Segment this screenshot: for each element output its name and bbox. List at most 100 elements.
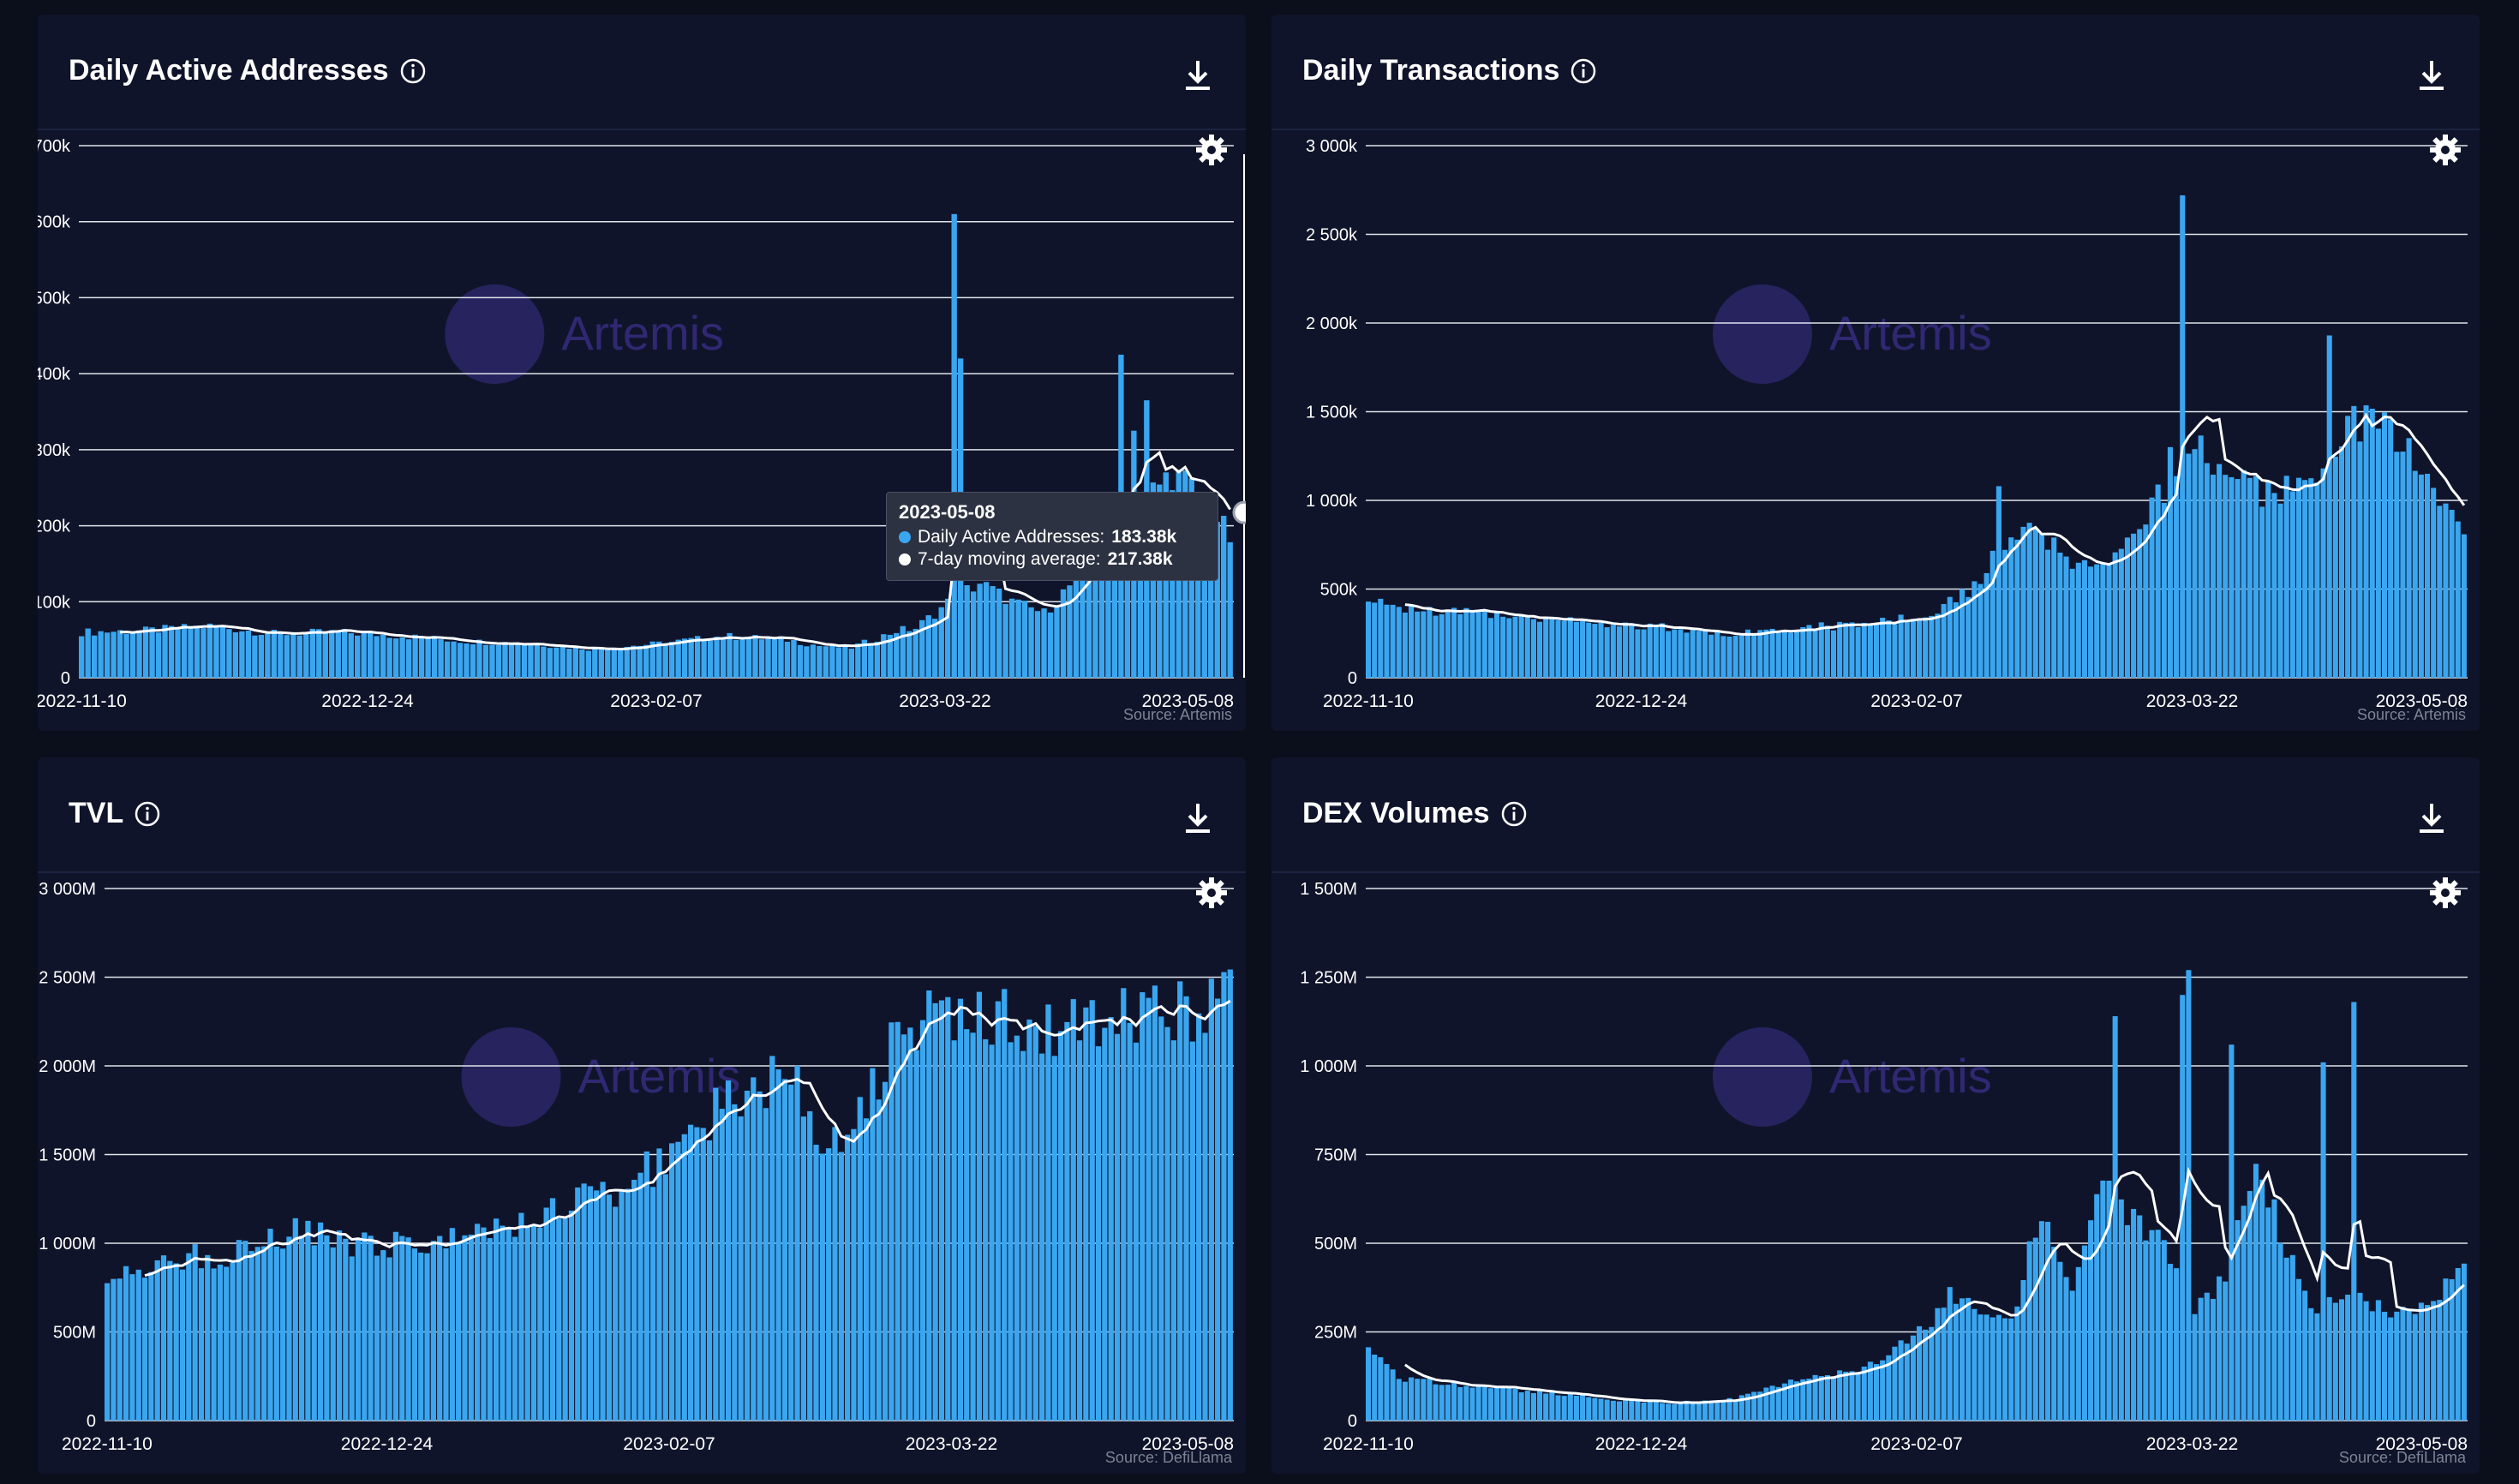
bar[interactable] xyxy=(205,1254,211,1421)
bar[interactable] xyxy=(2357,1292,2363,1421)
bar[interactable] xyxy=(2283,476,2289,678)
bar[interactable] xyxy=(1904,1343,1910,1421)
bar[interactable] xyxy=(1806,1379,1812,1421)
bar[interactable] xyxy=(1421,611,1427,679)
bar[interactable] xyxy=(2345,416,2351,678)
bar[interactable] xyxy=(1616,1401,1622,1421)
bar[interactable] xyxy=(587,1186,594,1421)
bar[interactable] xyxy=(1481,1386,1487,1421)
bar[interactable] xyxy=(1439,1385,1445,1421)
bar[interactable] xyxy=(618,649,624,678)
bar[interactable] xyxy=(1873,1364,1880,1421)
bar[interactable] xyxy=(1738,1395,1744,1421)
bar[interactable] xyxy=(1124,512,1131,678)
bar[interactable] xyxy=(2418,1302,2424,1421)
bar[interactable] xyxy=(342,629,348,678)
bar[interactable] xyxy=(258,635,265,678)
bar[interactable] xyxy=(964,585,970,678)
bar[interactable] xyxy=(392,638,399,678)
bar[interactable] xyxy=(1867,624,1873,678)
bar[interactable] xyxy=(1433,615,1439,678)
bar[interactable] xyxy=(1580,620,1586,678)
bar[interactable] xyxy=(1855,1372,1861,1421)
bar[interactable] xyxy=(418,637,425,678)
bar[interactable] xyxy=(1137,504,1144,678)
bar[interactable] xyxy=(2167,446,2173,678)
bar[interactable] xyxy=(1672,629,1678,678)
bar[interactable] xyxy=(1880,1360,1886,1421)
bar[interactable] xyxy=(895,1021,900,1421)
bar[interactable] xyxy=(1549,619,1555,678)
bar[interactable] xyxy=(951,213,957,679)
bar[interactable] xyxy=(1439,613,1445,678)
bar[interactable] xyxy=(2014,539,2020,678)
bar[interactable] xyxy=(1960,589,1966,678)
bar[interactable] xyxy=(656,641,662,678)
bar[interactable] xyxy=(1892,624,1898,678)
bar[interactable] xyxy=(887,634,893,678)
bar[interactable] xyxy=(541,646,547,678)
bar[interactable] xyxy=(2051,537,2057,678)
bar[interactable] xyxy=(970,591,977,678)
bar[interactable] xyxy=(361,631,367,678)
gear-icon[interactable] xyxy=(2428,876,2462,910)
bar[interactable] xyxy=(592,647,598,678)
bar[interactable] xyxy=(945,598,951,678)
bar[interactable] xyxy=(1837,1370,1843,1421)
bar[interactable] xyxy=(495,644,502,678)
bar[interactable] xyxy=(2217,464,2223,678)
bar[interactable] xyxy=(2332,1302,2338,1421)
bar[interactable] xyxy=(98,631,104,678)
bar[interactable] xyxy=(290,633,296,678)
bar[interactable] xyxy=(2338,1299,2345,1421)
bar[interactable] xyxy=(2051,1247,2057,1421)
bar[interactable] xyxy=(1378,598,1384,678)
bar[interactable] xyxy=(701,640,707,678)
bar[interactable] xyxy=(1690,1401,1696,1421)
bar[interactable] xyxy=(662,1174,668,1421)
bar[interactable] xyxy=(1586,622,1592,678)
bar[interactable] xyxy=(2241,1206,2247,1421)
bar[interactable] xyxy=(1873,625,1880,678)
bar[interactable] xyxy=(1653,1402,1659,1421)
bar[interactable] xyxy=(1953,601,1959,678)
bar[interactable] xyxy=(2375,428,2381,678)
bar[interactable] xyxy=(2277,503,2283,678)
bar[interactable] xyxy=(1555,619,1561,678)
bar[interactable] xyxy=(1757,1391,1763,1421)
bar[interactable] xyxy=(579,649,585,678)
bar[interactable] xyxy=(2038,1221,2044,1421)
bar[interactable] xyxy=(2308,478,2314,678)
bar[interactable] xyxy=(117,1278,123,1421)
bar[interactable] xyxy=(2259,1179,2265,1421)
bar[interactable] xyxy=(625,1188,631,1421)
bar[interactable] xyxy=(1781,630,1787,678)
bar[interactable] xyxy=(1396,1379,1402,1421)
bar[interactable] xyxy=(1666,631,1672,678)
bar[interactable] xyxy=(1402,612,1408,678)
bar[interactable] xyxy=(1057,1031,1064,1421)
bar[interactable] xyxy=(521,644,528,678)
bar[interactable] xyxy=(2357,441,2363,678)
bar[interactable] xyxy=(1518,1391,1524,1421)
bar[interactable] xyxy=(1537,1389,1543,1421)
bar[interactable] xyxy=(2192,449,2198,678)
bar[interactable] xyxy=(303,631,309,678)
gear-icon[interactable] xyxy=(1194,876,1229,910)
bar[interactable] xyxy=(1978,583,1983,678)
bar[interactable] xyxy=(2424,473,2431,678)
bar[interactable] xyxy=(2338,446,2345,678)
bar[interactable] xyxy=(380,634,386,678)
bar[interactable] xyxy=(173,1263,179,1421)
bar[interactable] xyxy=(2461,534,2467,678)
bar[interactable] xyxy=(1849,622,1855,678)
bar[interactable] xyxy=(1070,999,1076,1421)
bar[interactable] xyxy=(1421,1379,1427,1421)
bar[interactable] xyxy=(562,1218,568,1421)
bar[interactable] xyxy=(456,1242,462,1421)
bar[interactable] xyxy=(329,630,335,678)
bar[interactable] xyxy=(1008,598,1015,678)
bar[interactable] xyxy=(2253,1164,2259,1421)
bar[interactable] xyxy=(1102,1027,1108,1421)
bar[interactable] xyxy=(1208,518,1214,678)
